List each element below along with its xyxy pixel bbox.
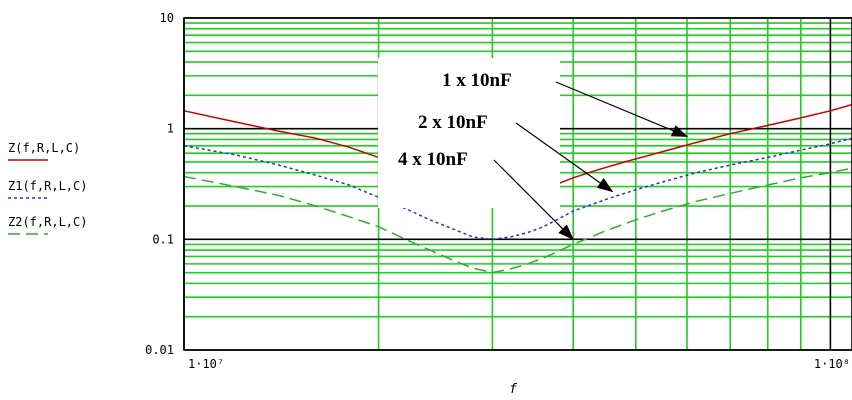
series-line-2 <box>183 167 852 274</box>
annotation-arrow <box>555 81 688 138</box>
x-tick-label: 1·10⁷ <box>188 357 224 371</box>
plot-frame <box>183 17 852 351</box>
legend-layer: Z(f,R,L,C) Z1(f,R,L,C) Z2(f,R,L,C) <box>8 141 87 235</box>
x-axis-label: f <box>509 382 517 395</box>
annotation-arrow <box>493 159 574 241</box>
annotation-label: 2 x 10nF <box>418 112 488 133</box>
annotation-layer: 1 x 10nF 2 x 10nF 4 x 10nF <box>378 58 688 241</box>
annotation-arrow <box>515 122 614 193</box>
annotation-label: 1 x 10nF <box>442 70 512 91</box>
y-tick-label: 0.01 <box>145 343 174 357</box>
axis-layer: 10 1 0.1 0.01 1·10⁷ 1·10⁸ f <box>145 11 852 397</box>
y-tick-label: 1 <box>167 122 174 136</box>
annotation-label: 4 x 10nF <box>398 149 468 170</box>
legend-label: Z1(f,R,L,C) <box>8 179 87 193</box>
x-tick-label: 1·10⁸ <box>814 357 850 371</box>
series-line-1 <box>183 137 852 241</box>
y-tick-label: 10 <box>160 11 174 25</box>
legend-label: Z2(f,R,L,C) <box>8 215 87 229</box>
legend-label: Z(f,R,L,C) <box>8 141 80 155</box>
y-tick-label: 0.1 <box>152 232 174 246</box>
